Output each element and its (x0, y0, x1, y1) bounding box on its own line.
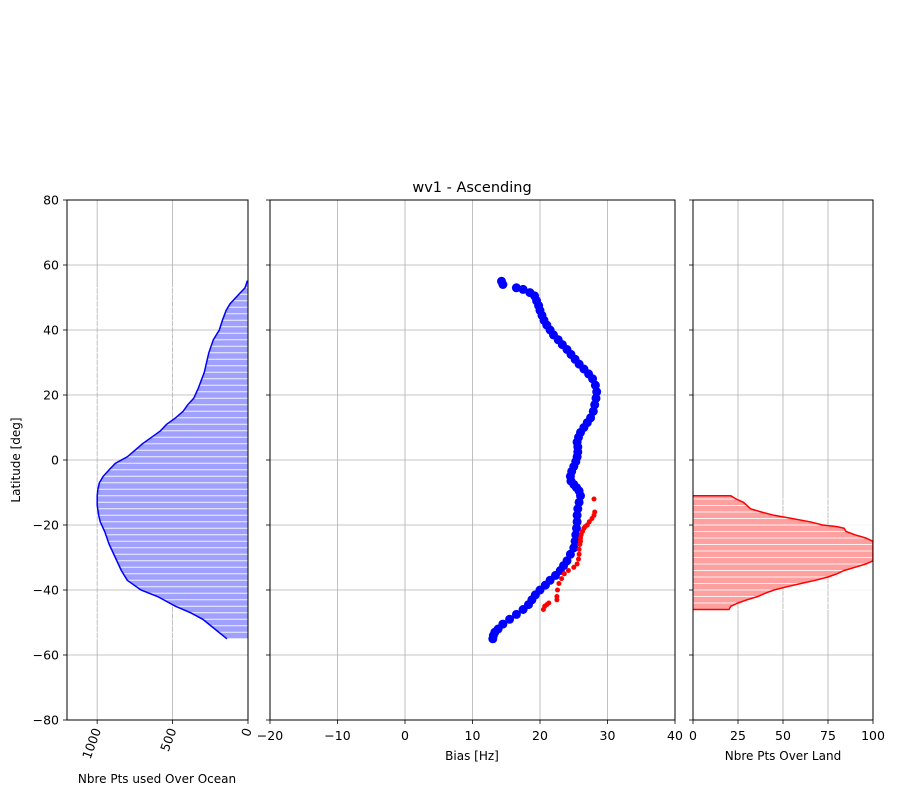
x-tick-label: 20 (532, 728, 548, 743)
scatter-point (505, 614, 515, 624)
scatter-point (576, 556, 581, 562)
x-tick-label: 0 (689, 728, 697, 743)
x-tick-label: 40 (667, 728, 683, 743)
y-tick-label: −60 (33, 648, 59, 663)
x-tick-label: 0 (238, 726, 255, 739)
scatter-point (572, 517, 582, 527)
scatter-point (572, 510, 582, 520)
scatter-point (576, 546, 582, 552)
panel-plot-area (693, 495, 873, 611)
scatter-point (554, 594, 560, 599)
scatter-point (565, 568, 571, 573)
scatter-point (586, 519, 592, 525)
y-tick-label: 0 (51, 453, 59, 468)
scatter-point (576, 551, 582, 557)
scatter-point (592, 509, 598, 515)
x-tick-label: 1000 (79, 726, 104, 761)
scatter-point (574, 561, 580, 567)
x-tick-label: 25 (730, 728, 746, 743)
scatter-point (559, 576, 565, 582)
scatter-point (571, 530, 581, 540)
y-tick-label: −80 (33, 713, 59, 728)
y-tick-label: 80 (43, 193, 59, 208)
panel-plot-area (67, 280, 248, 640)
y-tick-label: 20 (43, 388, 59, 403)
y-tick-label: −40 (33, 583, 59, 598)
area-outline (96, 280, 248, 640)
land-x-axis-label: Nbre Pts Over Land (725, 749, 841, 763)
chart-title: wv1 - Ascending (412, 180, 531, 196)
scatter-point (546, 600, 552, 606)
y-axis-label: Latitude [deg] (9, 417, 23, 502)
scatter-point (511, 609, 521, 619)
scatter-point (556, 581, 562, 586)
x-tick-label: 100 (861, 728, 885, 743)
area-outline (693, 495, 873, 611)
x-tick-label: −10 (324, 728, 350, 743)
y-tick-label: −20 (33, 518, 59, 533)
x-tick-label: 0 (401, 728, 409, 743)
area-fill (693, 495, 873, 610)
land-count-panel: 0 25 50 75 100 (689, 199, 885, 743)
y-tick-label: 40 (43, 323, 59, 338)
scatter-point (498, 619, 508, 629)
scatter-point (561, 571, 567, 577)
scatter-point (571, 564, 577, 570)
x-tick-label: 30 (600, 728, 616, 743)
ocean-x-axis-label: Nbre Pts used Over Ocean (78, 772, 236, 786)
scatter-point (555, 587, 560, 593)
y-tick-label: 60 (43, 258, 59, 273)
x-tick-label: 500 (157, 726, 179, 754)
scatter-point (525, 288, 535, 298)
scatter-point (497, 276, 506, 286)
x-tick-label: −20 (257, 728, 283, 743)
area-fill (97, 281, 248, 639)
scatter-point (591, 496, 597, 502)
x-tick-label: 75 (820, 728, 836, 743)
bias-x-axis-label: Bias [Hz] (445, 749, 499, 763)
scatter-point (591, 393, 601, 403)
scatter-point (511, 283, 521, 293)
x-tick-label: 10 (465, 728, 481, 743)
scatter-point (570, 536, 580, 546)
bias-scatter-panel: −20 −10 0 10 20 30 40 (257, 199, 683, 743)
scatter-point (572, 523, 581, 533)
ocean-count-panel: 80 60 40 20 0 −20 −40 −60 −80 1000 500 0 (33, 193, 255, 761)
x-tick-label: 50 (775, 728, 791, 743)
